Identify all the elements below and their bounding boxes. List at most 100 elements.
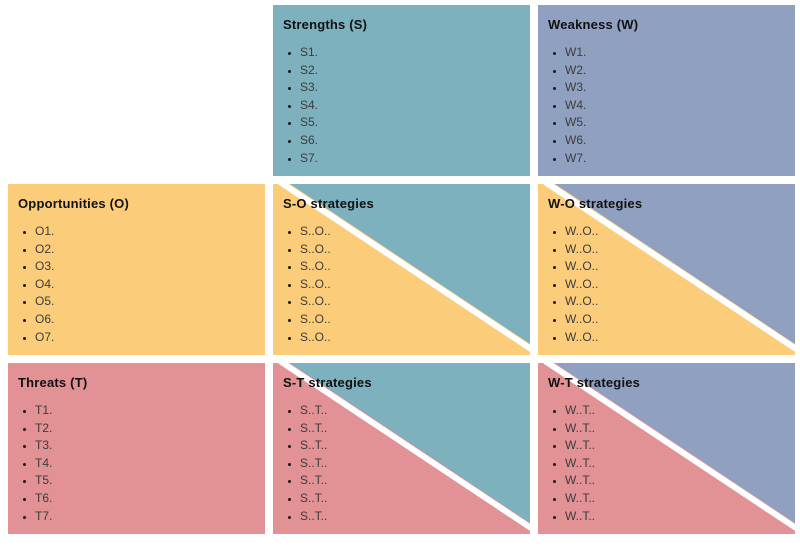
list-item: T4. [35,455,255,473]
list-item: W..T.. [565,490,785,508]
so-strategies-cell: S-O strategies S..O..S..O..S..O..S..O..S… [273,184,530,355]
diagonal-divider-line [278,184,530,352]
list-item: S..O.. [300,329,520,347]
threats-cell: Threats (T) T1.T2.T3.T4.T5.T6.T7. [8,363,265,534]
so-strategies-list: S..O..S..O..S..O..S..O..S..O..S..O..S..O… [283,223,520,346]
opportunities-list: O1.O2.O3.O4.O5.O6.O7. [18,223,255,346]
list-item: T2. [35,420,255,438]
list-item: W4. [565,97,785,115]
diagonal-overlay [278,184,530,352]
threats-content: Threats (T) T1.T2.T3.T4.T5.T6.T7. [8,363,265,525]
so-strategies-title: S-O strategies [283,196,374,211]
opportunities-content: Opportunities (O) O1.O2.O3.O4.O5.O6.O7. [8,184,265,346]
list-item: W..O.. [565,241,785,259]
threats-title: Threats (T) [18,375,88,390]
list-item: W6. [565,132,785,150]
list-item: S..T.. [300,490,520,508]
list-item: O7. [35,329,255,347]
list-item: T6. [35,490,255,508]
list-item: O2. [35,241,255,259]
opportunities-title: Opportunities (O) [18,196,129,211]
list-item: T1. [35,402,255,420]
list-item: W..T.. [565,402,785,420]
list-item: O6. [35,311,255,329]
diagonal-overlay [543,363,795,531]
list-item: O4. [35,276,255,294]
list-item: O5. [35,293,255,311]
strengths-list: S1.S2.S3.S4.S5.S6.S7. [283,44,520,167]
diagonal-divider-line [543,363,795,531]
weakness-cell: Weakness (W) W1.W2.W3.W4.W5.W6.W7. [538,5,795,176]
list-item: S7. [300,150,520,168]
list-item: O1. [35,223,255,241]
list-item: W..T.. [565,455,785,473]
list-item: S6. [300,132,520,150]
st-strategies-cell: S-T strategies S..T..S..T..S..T..S..T..S… [273,363,530,534]
list-item: W..O.. [565,276,785,294]
threats-list: T1.T2.T3.T4.T5.T6.T7. [18,402,255,525]
wo-strategies-title: W-O strategies [548,196,643,211]
wo-strategies-content: W-O strategies W..O..W..O..W..O..W..O..W… [538,184,795,346]
column-color-triangle [555,363,795,523]
list-item: S..O.. [300,311,520,329]
column-color-triangle [290,184,530,344]
list-item: S5. [300,114,520,132]
list-item: W7. [565,150,785,168]
list-item: S3. [300,79,520,97]
list-item: W..O.. [565,329,785,347]
weakness-title: Weakness (W) [548,17,639,32]
strengths-title: Strengths (S) [283,17,368,32]
list-item: W..O.. [565,258,785,276]
diagonal-divider-line [278,363,530,531]
list-item: W..T.. [565,472,785,490]
wt-strategies-list: W..T..W..T..W..T..W..T..W..T..W..T..W..T… [548,402,785,525]
wt-strategies-cell: W-T strategies W..T..W..T..W..T..W..T..W… [538,363,795,534]
list-item: S..O.. [300,293,520,311]
list-item: S..T.. [300,508,520,526]
list-item: T5. [35,472,255,490]
diagonal-overlay [278,363,530,531]
opportunities-cell: Opportunities (O) O1.O2.O3.O4.O5.O6.O7. [8,184,265,355]
list-item: W..O.. [565,293,785,311]
list-item: W..O.. [565,311,785,329]
list-item: W3. [565,79,785,97]
column-color-triangle [555,184,795,344]
list-item: T7. [35,508,255,526]
diagonal-overlay [543,184,795,352]
wt-strategies-title: W-T strategies [548,375,641,390]
list-item: S..T.. [300,402,520,420]
list-item: W2. [565,62,785,80]
list-item: S2. [300,62,520,80]
diagonal-divider-line [543,184,795,352]
list-item: S..T.. [300,472,520,490]
list-item: W..T.. [565,508,785,526]
list-item: W1. [565,44,785,62]
list-item: W..T.. [565,437,785,455]
weakness-list: W1.W2.W3.W4.W5.W6.W7. [548,44,785,167]
strengths-cell: Strengths (S) S1.S2.S3.S4.S5.S6.S7. [273,5,530,176]
column-color-triangle [290,363,530,523]
list-item: S..T.. [300,420,520,438]
list-item: S..O.. [300,276,520,294]
list-item: W..T.. [565,420,785,438]
so-strategies-content: S-O strategies S..O..S..O..S..O..S..O..S… [273,184,530,346]
st-strategies-content: S-T strategies S..T..S..T..S..T..S..T..S… [273,363,530,525]
list-item: W5. [565,114,785,132]
list-item: O3. [35,258,255,276]
st-strategies-title: S-T strategies [283,375,372,390]
list-item: S..T.. [300,437,520,455]
strengths-content: Strengths (S) S1.S2.S3.S4.S5.S6.S7. [273,5,530,167]
wt-strategies-content: W-T strategies W..T..W..T..W..T..W..T..W… [538,363,795,525]
list-item: S..T.. [300,455,520,473]
wo-strategies-cell: W-O strategies W..O..W..O..W..O..W..O..W… [538,184,795,355]
list-item: W..O.. [565,223,785,241]
list-item: T3. [35,437,255,455]
wo-strategies-list: W..O..W..O..W..O..W..O..W..O..W..O..W..O… [548,223,785,346]
empty-cell [8,5,265,176]
list-item: S..O.. [300,241,520,259]
list-item: S..O.. [300,223,520,241]
list-item: S4. [300,97,520,115]
weakness-content: Weakness (W) W1.W2.W3.W4.W5.W6.W7. [538,5,795,167]
list-item: S..O.. [300,258,520,276]
